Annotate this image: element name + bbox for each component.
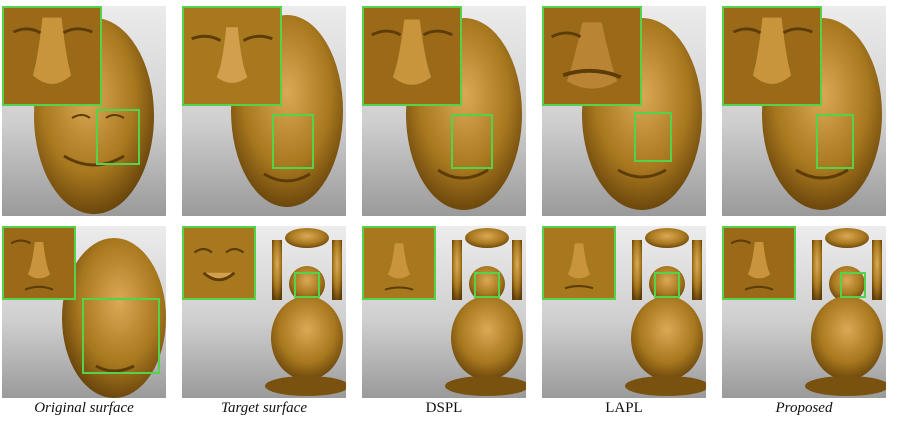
zoom-inset xyxy=(2,226,76,300)
buddha-result-image xyxy=(625,228,706,396)
row1-proposed-panel xyxy=(722,6,886,216)
buddha-result-image xyxy=(445,228,526,396)
face-closeup-image xyxy=(364,228,434,298)
caption-target-surface: Target surface xyxy=(221,400,307,416)
row2-target-panel xyxy=(182,226,346,398)
row1-dspl-panel xyxy=(362,6,526,216)
buddha-statue-image xyxy=(265,228,346,396)
region-of-interest-box xyxy=(634,112,672,162)
row1-target-panel xyxy=(182,6,346,216)
face-closeup-image xyxy=(724,228,794,298)
zoom-inset xyxy=(362,6,462,106)
nose-closeup-image xyxy=(724,8,820,104)
face-closeup-image xyxy=(184,228,254,298)
buddha-result-image xyxy=(805,228,886,396)
row2-proposed-panel xyxy=(722,226,886,398)
row1-original-panel xyxy=(2,6,166,216)
zoom-inset xyxy=(722,226,796,300)
region-of-interest-box xyxy=(816,114,854,169)
zoom-inset xyxy=(2,6,102,106)
face-closeup-image xyxy=(544,228,614,298)
caption-dspl: DSPL xyxy=(425,400,463,416)
region-of-interest-box xyxy=(840,272,866,298)
row2-lapl-panel xyxy=(542,226,706,398)
zoom-inset xyxy=(542,226,616,300)
caption-proposed: Proposed xyxy=(775,400,833,416)
zoom-inset xyxy=(362,226,436,300)
region-of-interest-box xyxy=(82,298,160,374)
nose-closeup-image xyxy=(544,8,640,104)
caption-lapl: LAPL xyxy=(605,400,643,416)
region-of-interest-box xyxy=(654,272,680,298)
row2-dspl-panel xyxy=(362,226,526,398)
row1-lapl-panel xyxy=(542,6,706,216)
nose-closeup-image xyxy=(364,8,460,104)
head-scan-image xyxy=(62,238,166,398)
row2-original-panel xyxy=(2,226,166,398)
region-of-interest-box xyxy=(451,114,493,169)
zoom-inset xyxy=(542,6,642,106)
region-of-interest-box xyxy=(272,114,314,169)
nose-closeup-image xyxy=(4,8,100,104)
region-of-interest-box xyxy=(96,109,140,165)
region-of-interest-box xyxy=(294,272,320,298)
nose-closeup-image xyxy=(184,8,280,104)
caption-original-surface: Original surface xyxy=(34,400,134,416)
zoom-inset xyxy=(182,6,282,106)
face-closeup-image xyxy=(4,228,74,298)
zoom-inset xyxy=(182,226,256,300)
region-of-interest-box xyxy=(474,272,500,298)
zoom-inset xyxy=(722,6,822,106)
